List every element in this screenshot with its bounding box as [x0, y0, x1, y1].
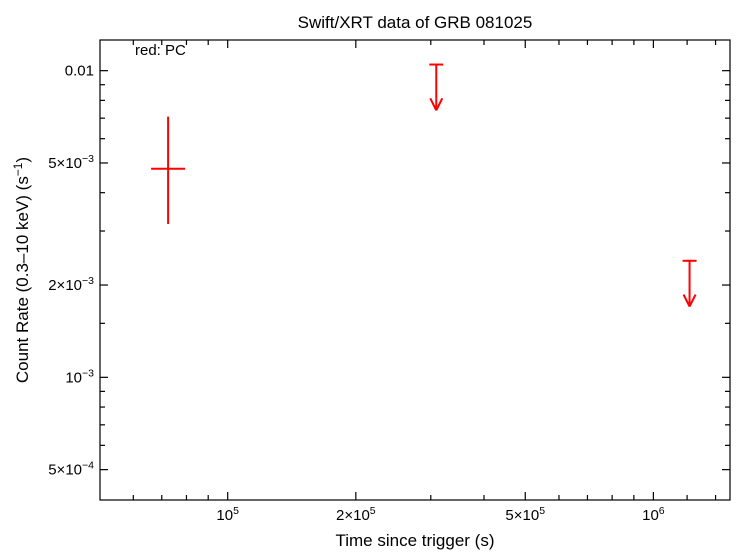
chart-container: Swift/XRT data of GRB 081025 red: PC Time … — [0, 0, 746, 558]
y-axis-label: Count Rate (0.3–10 keV) (s−1) — [11, 157, 32, 383]
chart-bg — [0, 0, 746, 558]
chart-title: Swift/XRT data of GRB 081025 — [298, 13, 533, 32]
legend-annotation: red: PC — [135, 42, 186, 59]
x-axis-label: Time since trigger (s) — [335, 531, 494, 550]
y-tick-label: 0.01 — [65, 63, 94, 80]
svg-text:Count Rate (0.3–10 keV) (s−1): Count Rate (0.3–10 keV) (s−1) — [11, 157, 32, 383]
chart-svg: Swift/XRT data of GRB 081025 red: PC Time … — [0, 0, 746, 558]
